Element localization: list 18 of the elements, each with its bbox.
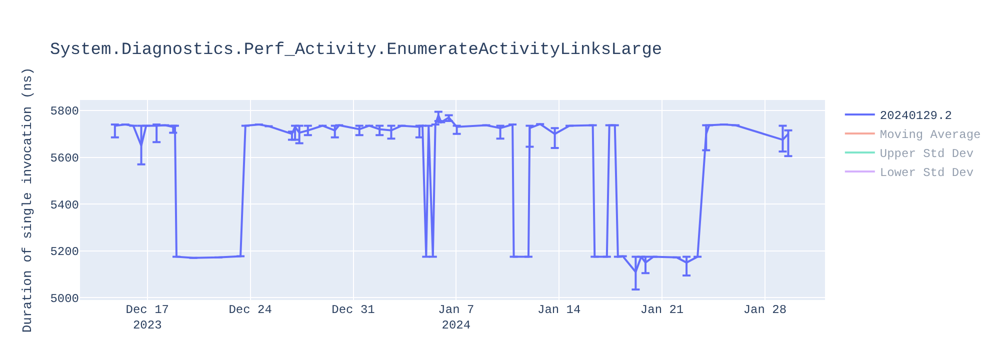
y-tick-label: 5000: [50, 292, 79, 306]
x-tick-label: Dec 31: [332, 303, 375, 317]
x-tick-label: Jan 28: [743, 303, 787, 317]
x-tick-label: Dec 17 2023: [126, 303, 169, 333]
y-tick-label: 5600: [50, 152, 79, 166]
y-tick-label: 5800: [50, 104, 79, 119]
chart-title: System.Diagnostics.Perf_Activity.EnumerateActivityLinksLarge: [50, 40, 662, 60]
legend-label: Upper Std Dev: [880, 147, 974, 162]
x-tick-label: Jan 21: [640, 303, 684, 317]
legend-label: Moving Average: [880, 128, 981, 142]
legend-label: Lower Std Dev: [880, 166, 974, 180]
y-tick-label: 5200: [50, 245, 79, 260]
x-tick-label: Jan 7 2024: [438, 303, 474, 333]
y-axis-title: Duration of single invocation (ns): [20, 67, 36, 333]
x-tick-label: Dec 24: [228, 303, 272, 317]
x-tick-label: Jan 14: [537, 303, 581, 317]
legend-label: 20240129.2: [880, 109, 952, 124]
y-tick-label: 5400: [50, 198, 79, 212]
